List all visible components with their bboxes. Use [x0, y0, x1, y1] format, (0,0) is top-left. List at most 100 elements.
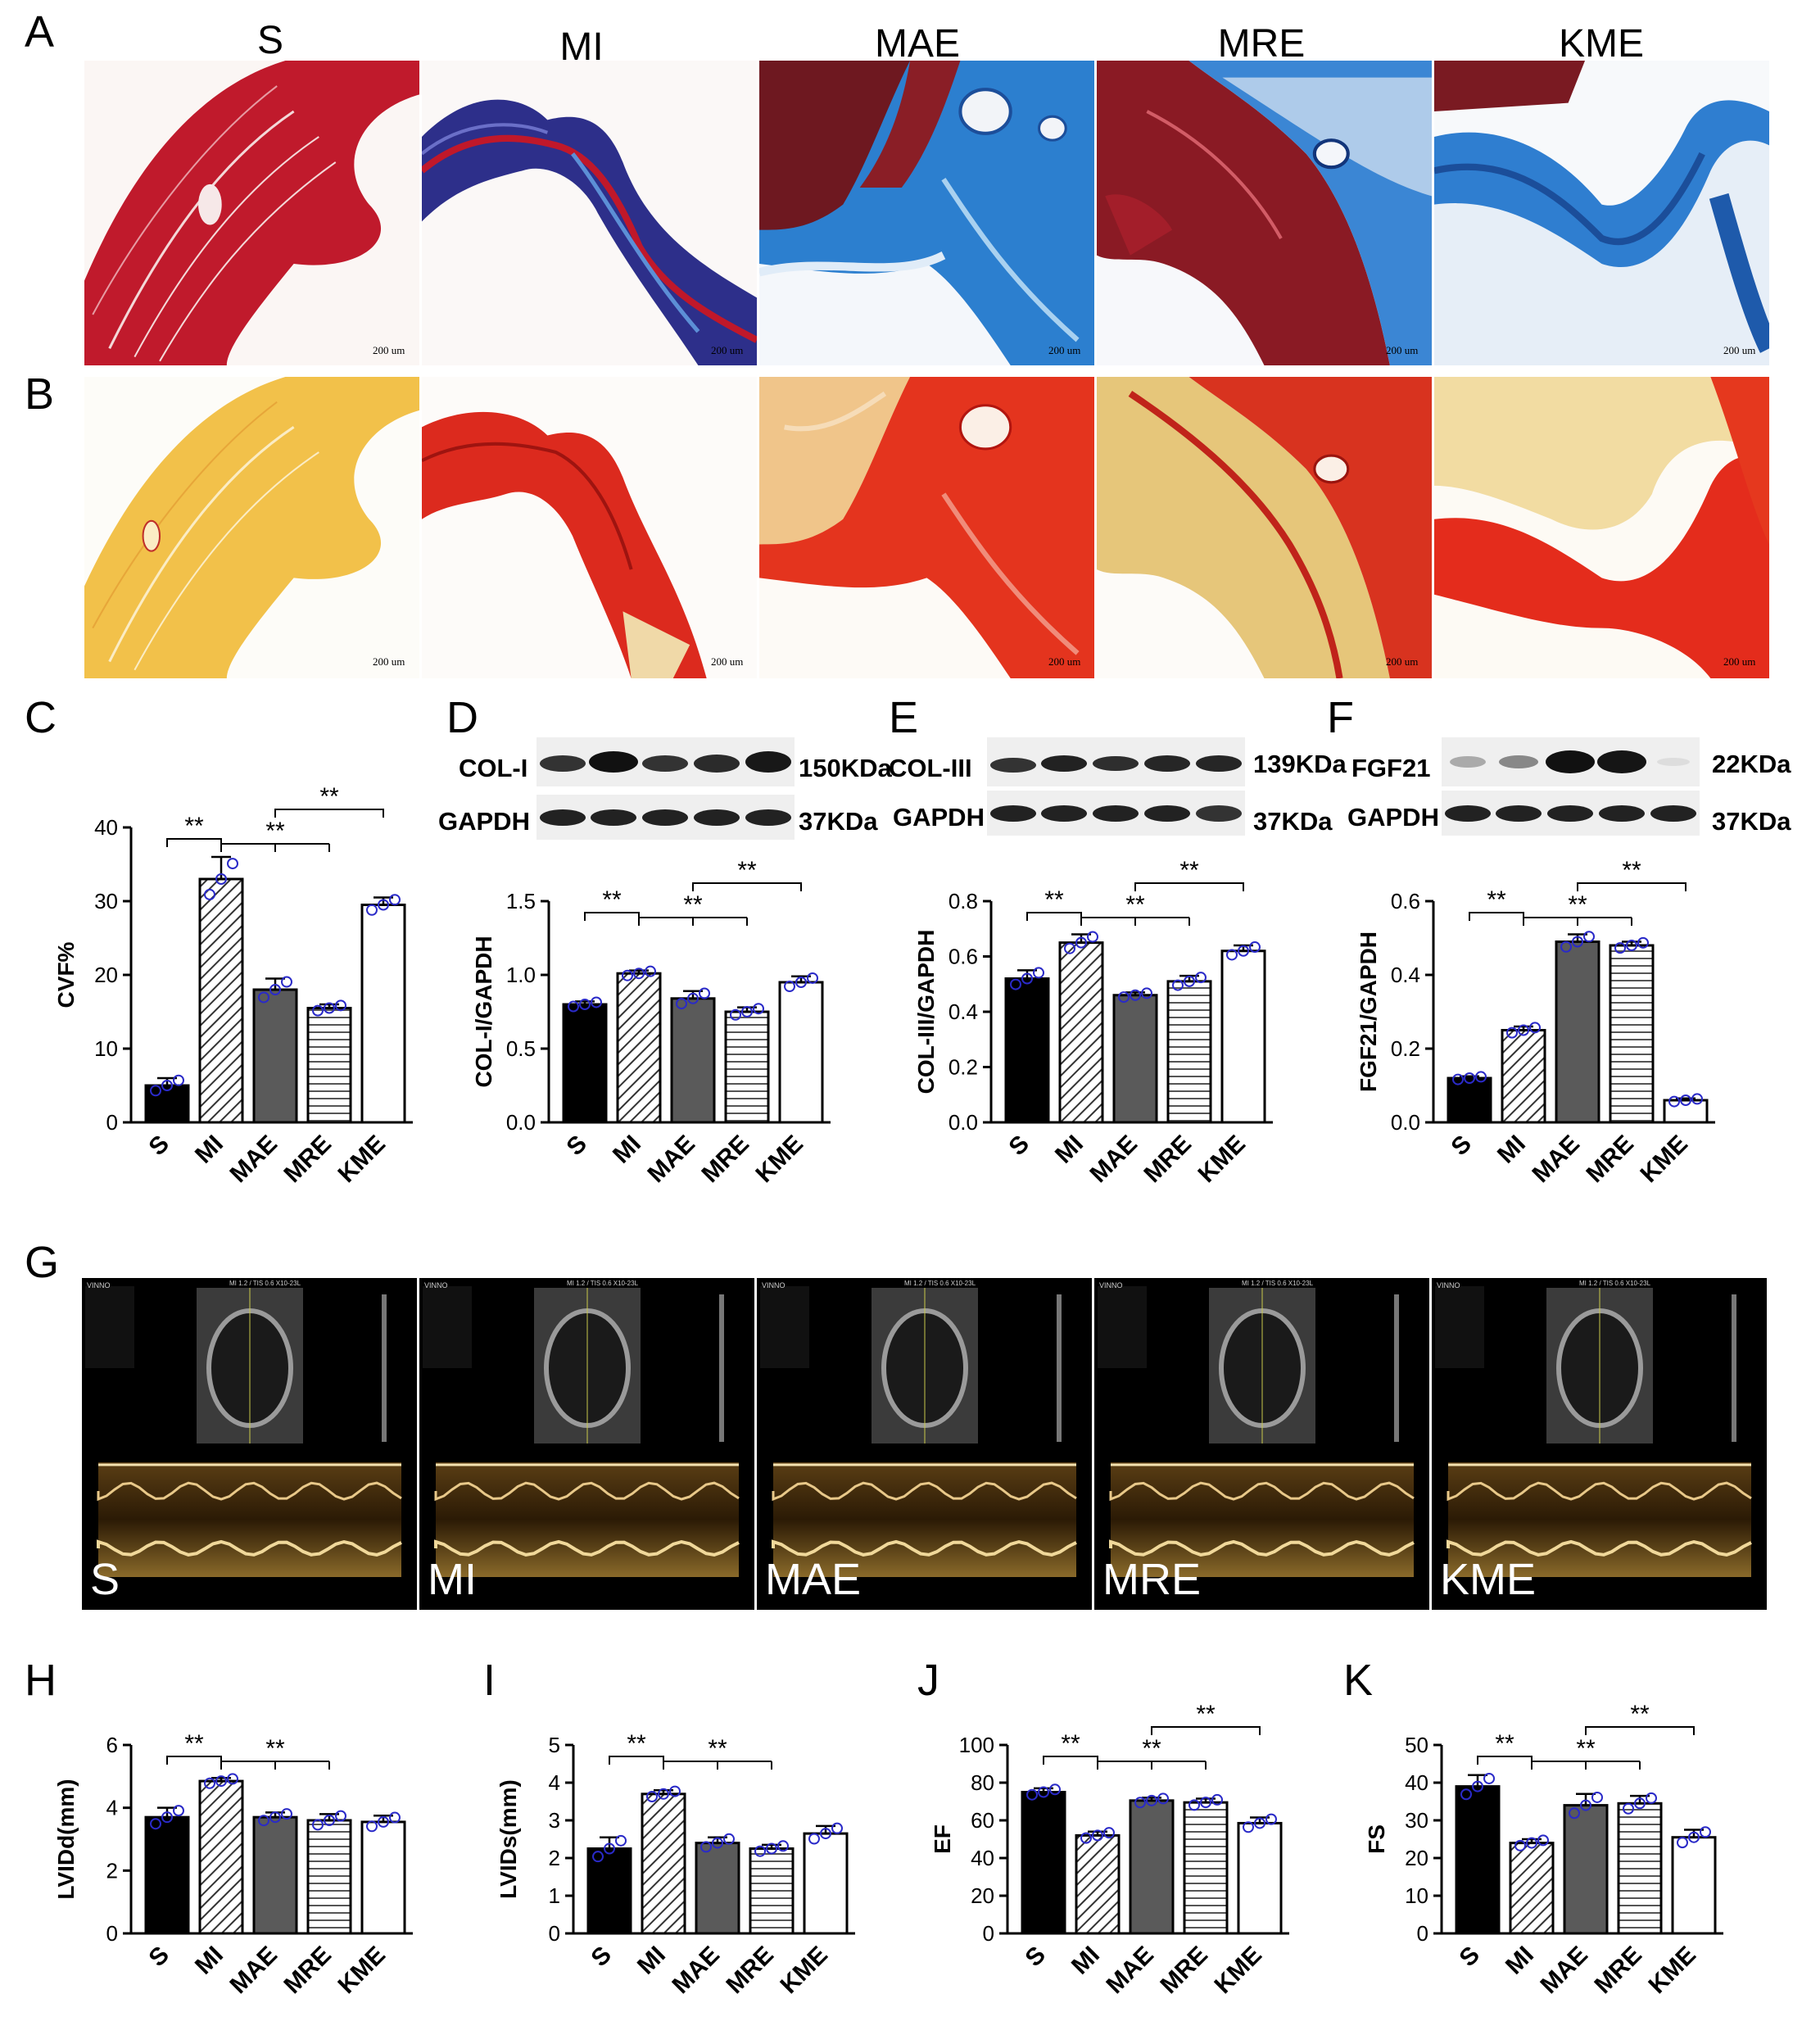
wall-trace-bottom	[772, 1539, 1077, 1557]
scale-bar-b-mi: 200 um	[711, 655, 744, 668]
ultrasound-label-s: S	[90, 1555, 120, 1604]
info-panel	[1098, 1286, 1147, 1368]
significance-bracket	[1523, 917, 1632, 926]
sirius-image-mi	[422, 377, 757, 678]
x-tick-label: MRE	[1581, 1131, 1638, 1188]
wall-trace-top	[772, 1481, 1077, 1502]
significance-bracket	[274, 809, 384, 818]
masson-image-kme	[1434, 61, 1769, 365]
data-point	[1243, 1821, 1254, 1833]
blot-f-control-label: GAPDH	[1347, 803, 1439, 832]
bar	[198, 1779, 244, 1935]
data-point	[831, 1822, 843, 1834]
data-point	[150, 1818, 161, 1830]
blot-f-protein-kda: 22KDa	[1712, 750, 1791, 778]
data-point	[1646, 1792, 1657, 1804]
x-tick-label: MI	[190, 1942, 229, 1980]
data-point	[658, 1788, 669, 1800]
data-point	[604, 1842, 615, 1855]
data-point	[1092, 1829, 1103, 1842]
data-point	[1075, 936, 1087, 949]
y-axis-title: COL-I/GAPDH	[471, 936, 496, 1087]
blot-e-control-label: GAPDH	[893, 803, 985, 832]
x-tick-label: S	[143, 1131, 174, 1161]
x-tick-label: S	[1020, 1942, 1050, 1972]
x-tick-label: MI	[1492, 1131, 1531, 1169]
significance-label: **	[184, 1730, 204, 1757]
ultrasound-mae: VINNO MI 1.2 / TIS 0.6 X10-23L MAE	[757, 1278, 1092, 1610]
blot-e-protein-kda: 139KDa	[1253, 750, 1347, 778]
info-panel	[85, 1286, 134, 1368]
bar	[1129, 1799, 1175, 1935]
masson-image-mae	[759, 61, 1094, 365]
data-point	[215, 873, 227, 885]
ultrasound-label-mi: MI	[428, 1555, 477, 1604]
blot-f-control-bands	[1445, 805, 1696, 822]
significance-bracket	[1531, 1761, 1641, 1770]
scale-bar-a-mae: 200 um	[1048, 344, 1081, 356]
data-point	[1614, 942, 1626, 954]
significance-label: **	[1196, 1701, 1216, 1728]
echo-image: VINNO MI 1.2 / TIS 0.6 X10-23L	[85, 1280, 402, 1577]
significance-bracket	[692, 882, 802, 891]
data-point	[1157, 1792, 1169, 1805]
data-point	[1460, 1788, 1472, 1801]
x-tick-label: MI	[1066, 1942, 1105, 1980]
data-point	[741, 1006, 753, 1017]
y-tick-label: 40	[971, 1846, 994, 1870]
panel-letter-g: G	[25, 1238, 60, 1287]
y-axis-title: COL-III/GAPDH	[913, 930, 939, 1095]
significance-bracket	[1469, 912, 1524, 921]
data-point	[1634, 1797, 1646, 1810]
gray-scale-bar	[382, 1294, 387, 1442]
data-point	[173, 1805, 184, 1817]
group-label-s: S	[256, 19, 283, 62]
y-tick-label: 1.5	[506, 889, 536, 913]
wall-trace-bottom	[1447, 1539, 1752, 1557]
info-panel	[760, 1286, 809, 1368]
bar	[749, 1847, 795, 1935]
blot-f-protein-label: FGF21	[1351, 754, 1431, 782]
data-point	[389, 894, 401, 906]
significance-bracket	[1080, 917, 1190, 926]
data-point	[795, 977, 807, 988]
scale-bar-b-kme: 200 um	[1723, 655, 1756, 668]
x-tick-label: S	[1454, 1942, 1484, 1972]
y-tick-label: 0.5	[506, 1036, 536, 1061]
bar	[144, 1084, 190, 1124]
y-tick-label: 1.0	[506, 963, 536, 987]
x-tick-label: MI	[608, 1131, 646, 1169]
gray-scale-bar	[1394, 1294, 1399, 1442]
data-point	[669, 1785, 681, 1797]
data-point	[1580, 1799, 1591, 1811]
y-tick-label: 0	[106, 1921, 118, 1946]
significance-label: **	[1125, 891, 1145, 918]
x-tick-label: MAE	[224, 1131, 282, 1188]
data-point	[622, 969, 633, 981]
data-point	[1637, 936, 1649, 949]
significance-bracket	[220, 843, 330, 852]
scale-bar-a-mi: 200 um	[711, 344, 744, 356]
x-tick-label: KME	[1193, 1131, 1250, 1188]
x-tick-label: S	[143, 1942, 174, 1972]
y-tick-label: 0	[1417, 1921, 1428, 1946]
data-point	[312, 1819, 324, 1831]
panel-letter-a: A	[25, 7, 55, 57]
info-panel	[1435, 1286, 1484, 1368]
y-tick-label: 6	[106, 1733, 118, 1757]
data-point	[1118, 991, 1130, 1004]
info-panel	[423, 1286, 472, 1368]
data-point	[1195, 972, 1207, 984]
m-mode-strip	[98, 1462, 401, 1577]
data-point	[1472, 1780, 1483, 1792]
y-axis-title: LVIDd(mm)	[53, 1779, 79, 1899]
bar	[670, 997, 716, 1124]
significance-label: **	[319, 783, 339, 810]
y-tick-label: 20	[94, 963, 118, 987]
significance-label: **	[1061, 1730, 1080, 1757]
panel-letter-k: K	[1343, 1656, 1374, 1705]
data-point	[366, 1820, 378, 1833]
